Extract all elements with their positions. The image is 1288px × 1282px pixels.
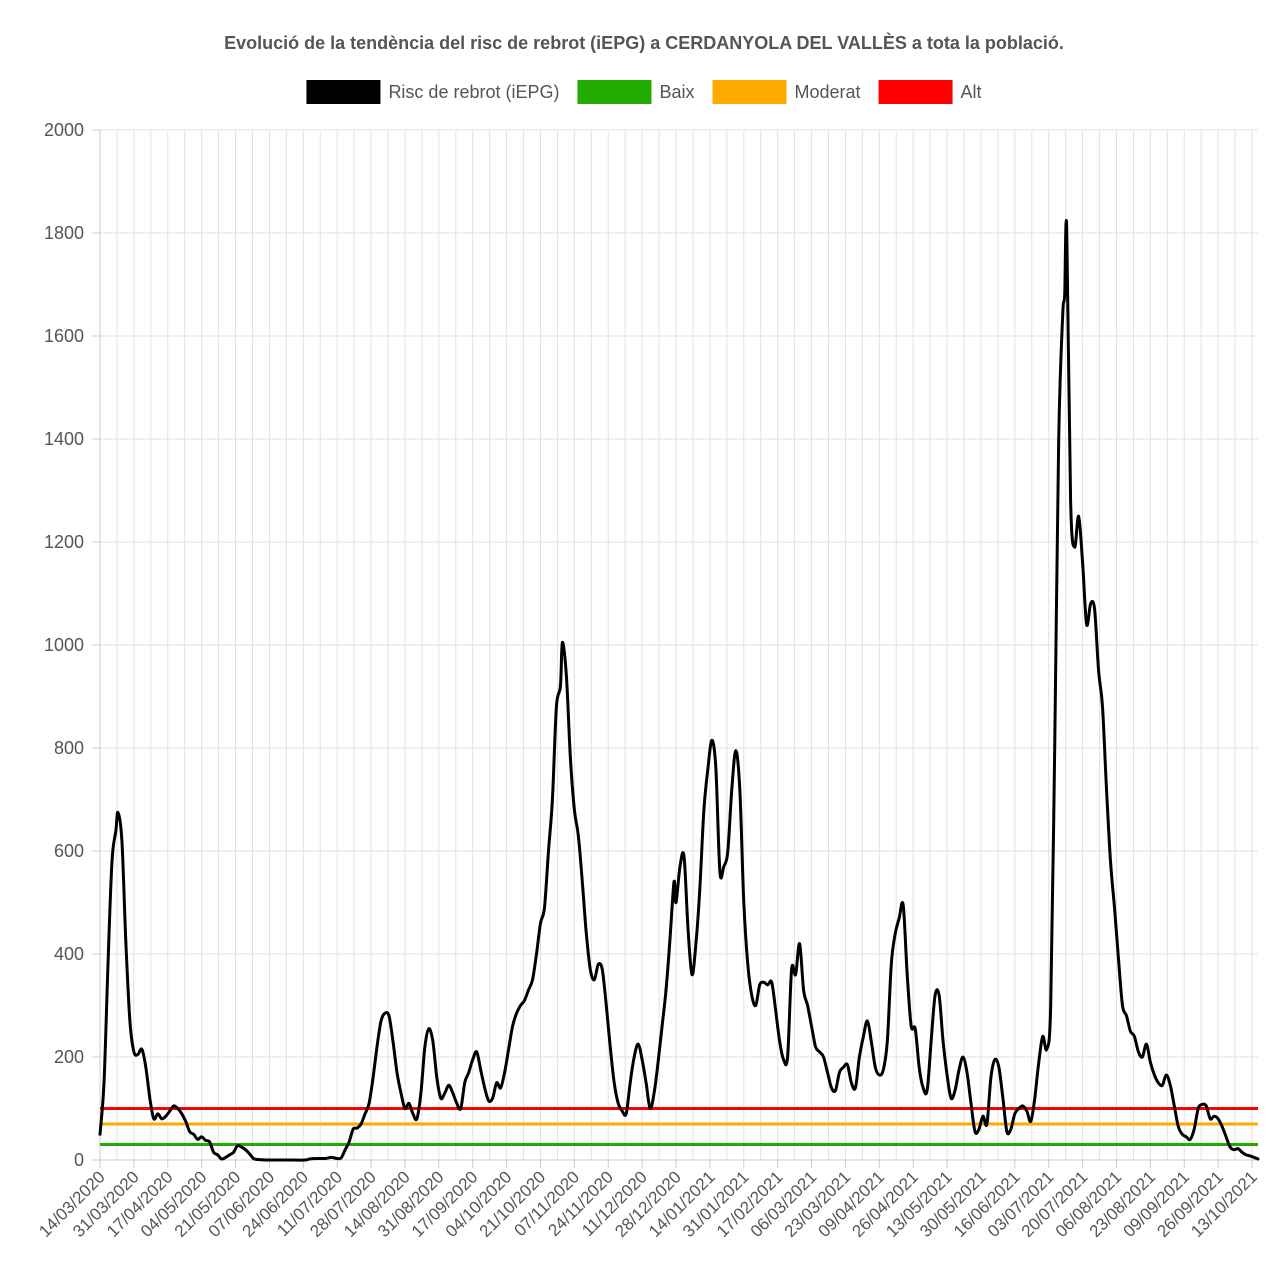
y-tick-label: 1000 xyxy=(44,635,84,655)
legend-swatch xyxy=(712,80,787,104)
legend[interactable]: Risc de rebrot (iEPG) Baix Moderat Alt xyxy=(306,80,982,104)
chart-title: Evolució de la tendència del risc de reb… xyxy=(224,32,1064,53)
legend-item-moderat[interactable]: Moderat xyxy=(712,80,861,104)
legend-swatch xyxy=(306,80,381,104)
legend-label: Baix xyxy=(659,82,694,102)
y-tick-label: 600 xyxy=(54,841,84,861)
y-axis-ticks: 0 200 400 600 800 1000 1200 1400 1600 1800 2000 xyxy=(44,120,84,1170)
y-tick-label: 1600 xyxy=(44,326,84,346)
legend-label: Alt xyxy=(961,82,982,102)
legend-swatch xyxy=(577,80,652,104)
y-tick-label: 0 xyxy=(74,1150,84,1170)
x-axis-ticks: 14/03/202031/03/202017/04/202004/05/2020… xyxy=(35,1167,1261,1241)
legend-item-baix[interactable]: Baix xyxy=(577,80,695,104)
legend-label: Moderat xyxy=(795,82,861,102)
axes xyxy=(92,129,1258,1168)
y-tick-label: 800 xyxy=(54,738,84,758)
y-tick-label: 1800 xyxy=(44,223,84,243)
y-tick-label: 1200 xyxy=(44,532,84,552)
series-group xyxy=(98,218,1260,1162)
legend-item-risc-de-rebrot-iepg[interactable]: Risc de rebrot (iEPG) xyxy=(306,80,559,104)
y-tick-label: 2000 xyxy=(44,120,84,140)
y-tick-label: 200 xyxy=(54,1047,84,1067)
legend-label: Risc de rebrot (iEPG) xyxy=(388,82,559,102)
grid xyxy=(99,129,1258,1161)
y-tick-label: 1400 xyxy=(44,429,84,449)
legend-item-alt[interactable]: Alt xyxy=(878,80,982,104)
legend-swatch xyxy=(878,80,953,104)
series-line-iepg xyxy=(98,218,1260,1162)
y-tick-label: 400 xyxy=(54,944,84,964)
threshold-lines xyxy=(100,1107,1258,1147)
